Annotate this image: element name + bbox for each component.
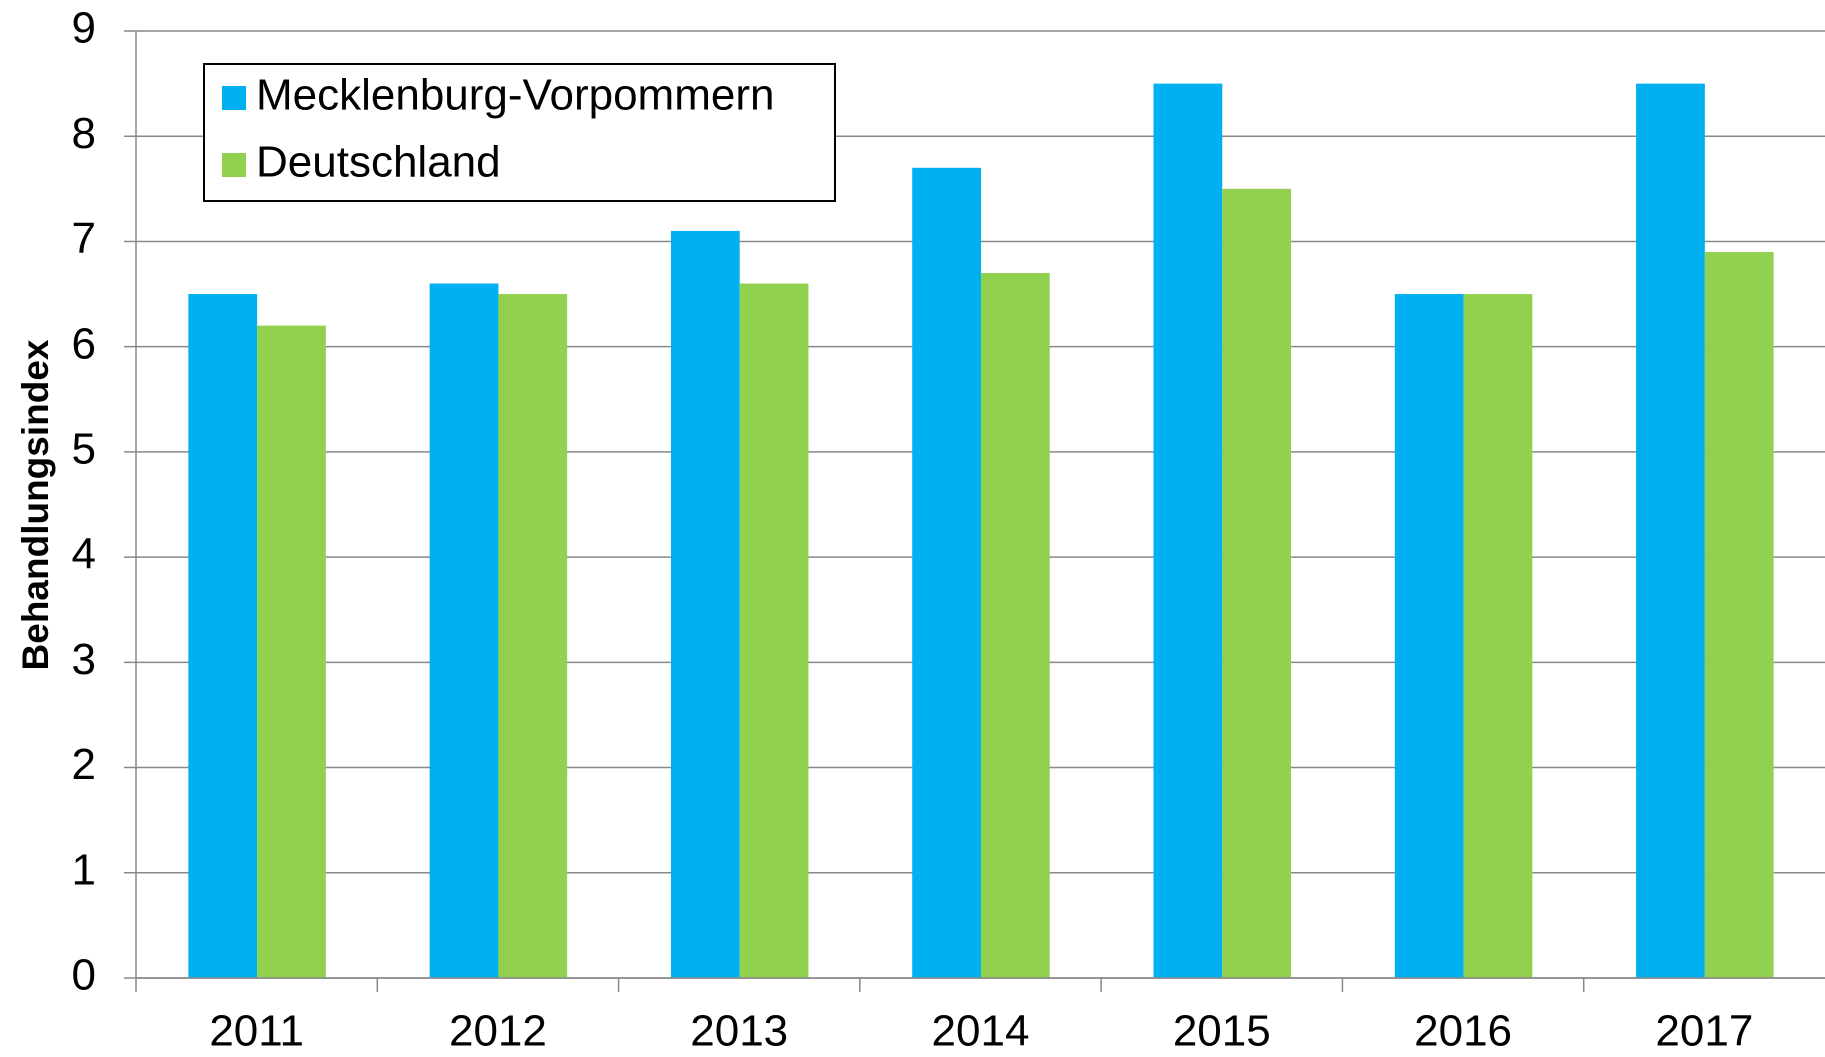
bar [1222, 188, 1292, 979]
bar [739, 283, 809, 978]
bar [1704, 251, 1774, 978]
y-tick-label: 5 [72, 425, 96, 474]
bar [670, 230, 740, 978]
x-tick-label: 2015 [1173, 1007, 1271, 1056]
y-tick-label: 9 [72, 4, 96, 53]
x-tick-label: 2017 [1655, 1007, 1753, 1056]
legend-swatch [222, 153, 246, 177]
x-tick-label: 2013 [690, 1007, 788, 1056]
bar [980, 273, 1050, 978]
y-tick-label: 8 [72, 109, 96, 158]
y-tick-label: 3 [72, 635, 96, 684]
bar [498, 294, 568, 978]
bar [429, 283, 499, 978]
bar [1153, 83, 1223, 979]
x-tick-label: 2011 [209, 1007, 304, 1056]
legend-label: Deutschland [256, 138, 501, 187]
bar [1394, 294, 1464, 978]
y-tick-label: 6 [72, 319, 96, 368]
bar [257, 325, 326, 979]
y-tick-label: 1 [72, 845, 96, 894]
bar [188, 294, 258, 978]
x-tick-label: 2012 [449, 1007, 547, 1056]
y-tick-label: 0 [72, 951, 96, 1000]
y-tick-label: 7 [72, 214, 96, 263]
legend-box [203, 63, 836, 202]
y-tick-label: 2 [72, 740, 96, 789]
x-tick-label: 2014 [932, 1007, 1030, 1056]
x-tick-label: 2016 [1414, 1007, 1512, 1056]
bar [1636, 83, 1705, 979]
bar [1463, 294, 1533, 978]
legend-swatch [222, 86, 246, 110]
y-axis-label: Behandlungsindex [15, 339, 56, 670]
y-tick-label: 4 [72, 530, 96, 579]
bar [912, 167, 981, 979]
legend-label: Mecklenburg-Vorpommern [256, 71, 774, 120]
